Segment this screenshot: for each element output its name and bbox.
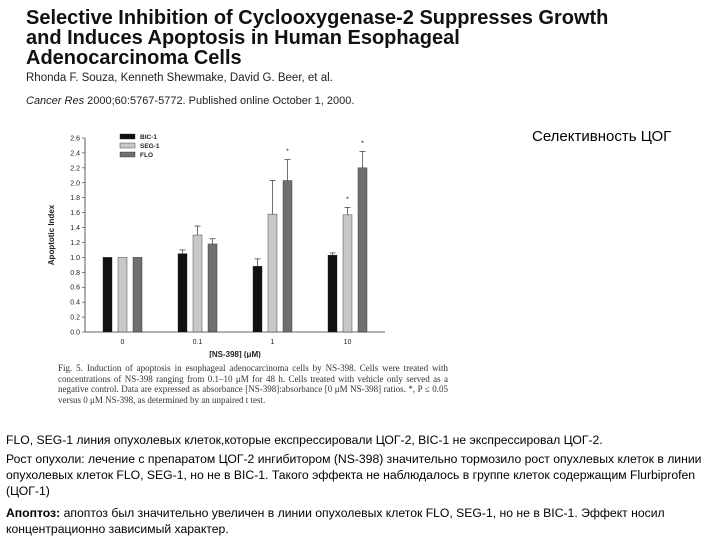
y-tick-label: 0.2 (70, 315, 80, 322)
bar-flo-0 (132, 257, 143, 333)
legend-label-flo: FLO (140, 152, 153, 159)
paragraph-cell-lines: FLO, SEG-1 линия опухолевых клеток,котор… (6, 433, 603, 447)
x-tick-label: 1 (271, 339, 275, 346)
paper-citation: Cancer Res 2000;60:5767-5772. Published … (26, 95, 354, 107)
bar-seg-1-0.1 (192, 234, 203, 333)
paragraph-tumor-growth: Рост опухоли: лечение с препаратом ЦОГ-2… (6, 452, 702, 498)
x-tick-label: 0.1 (193, 339, 203, 346)
bar-bic-1-0 (102, 257, 113, 333)
paper-authors: Rhonda F. Souza, Kenneth Shewmake, David… (26, 72, 333, 84)
significance-marker: * (361, 140, 364, 147)
y-tick-label: 2.0 (70, 180, 80, 187)
x-tick-label: 0 (121, 339, 125, 346)
y-tick-label: 0.8 (70, 270, 80, 277)
bar-seg-1-10 (342, 214, 353, 333)
legend-label-seg-1: SEG-1 (140, 143, 160, 150)
journal-name: Cancer Res (26, 95, 85, 107)
apoptosis-bar-chart: 0.0 0.2 0.4 0.6 0.8 1.0 1.2 1.4 1.6 1.8 2.0 2.2 2.4 2… (47, 133, 385, 358)
y-tick-label: 1.2 (70, 240, 80, 247)
slide-side-label: Селективность ЦОГ (532, 128, 672, 145)
title-line-1: Selective Inhibition of Cyclooxygenase-2… (26, 7, 609, 29)
bar-bic-1-1 (252, 266, 263, 333)
bar-seg-1-1 (267, 213, 278, 333)
bar-flo-1 (282, 180, 293, 333)
y-tick-label: 1.0 (70, 255, 80, 262)
legend-swatch-seg-1 (119, 142, 136, 149)
apoptosis-label: Апоптоз: (6, 506, 61, 520)
paper-title: Selective Inhibition of Cyclooxygenase-2… (26, 8, 666, 68)
legend-label-bic-1: BIC-1 (140, 134, 157, 141)
figure-caption: Fig. 5. Induction of apoptosis in esopha… (58, 363, 448, 405)
y-tick-label: 1.6 (70, 210, 80, 217)
paragraph-apoptosis: Апоптоз: апоптоз был значительно увеличе… (6, 505, 712, 537)
y-tick-label: 0.6 (70, 285, 80, 292)
bar-seg-1-0 (117, 257, 128, 333)
y-tick-label: 0.4 (70, 300, 80, 307)
apoptosis-text: апоптоз был значительно увеличен в линии… (6, 506, 665, 536)
legend-swatch-bic-1 (119, 133, 136, 140)
x-tick-label: 10 (344, 339, 352, 346)
x-axis-title: [NS-398] (μM) (209, 350, 261, 358)
bar-flo-0.1 (207, 243, 218, 333)
bar-flo-10 (357, 167, 368, 333)
bar-bic-1-10 (327, 254, 338, 333)
y-tick-label: 1.4 (70, 225, 80, 232)
citation-details: 2000;60:5767-5772. Published online Octo… (84, 95, 355, 107)
y-tick-label: 2.4 (70, 150, 80, 157)
y-tick-label: 2.6 (70, 136, 80, 143)
y-tick-label: 0.0 (70, 330, 80, 337)
bar-bic-1-0.1 (177, 253, 188, 333)
title-line-3: Adenocarcinoma Cells (26, 47, 242, 69)
y-tick-label: 1.8 (70, 195, 80, 202)
legend-swatch-flo (119, 151, 136, 158)
significance-marker: * (346, 196, 349, 203)
y-axis-title: Apoptotic Index (47, 204, 56, 265)
y-tick-label: 2.2 (70, 165, 80, 172)
significance-marker: * (286, 149, 289, 156)
title-line-2: and Induces Apoptosis in Human Esophagea… (26, 27, 460, 49)
